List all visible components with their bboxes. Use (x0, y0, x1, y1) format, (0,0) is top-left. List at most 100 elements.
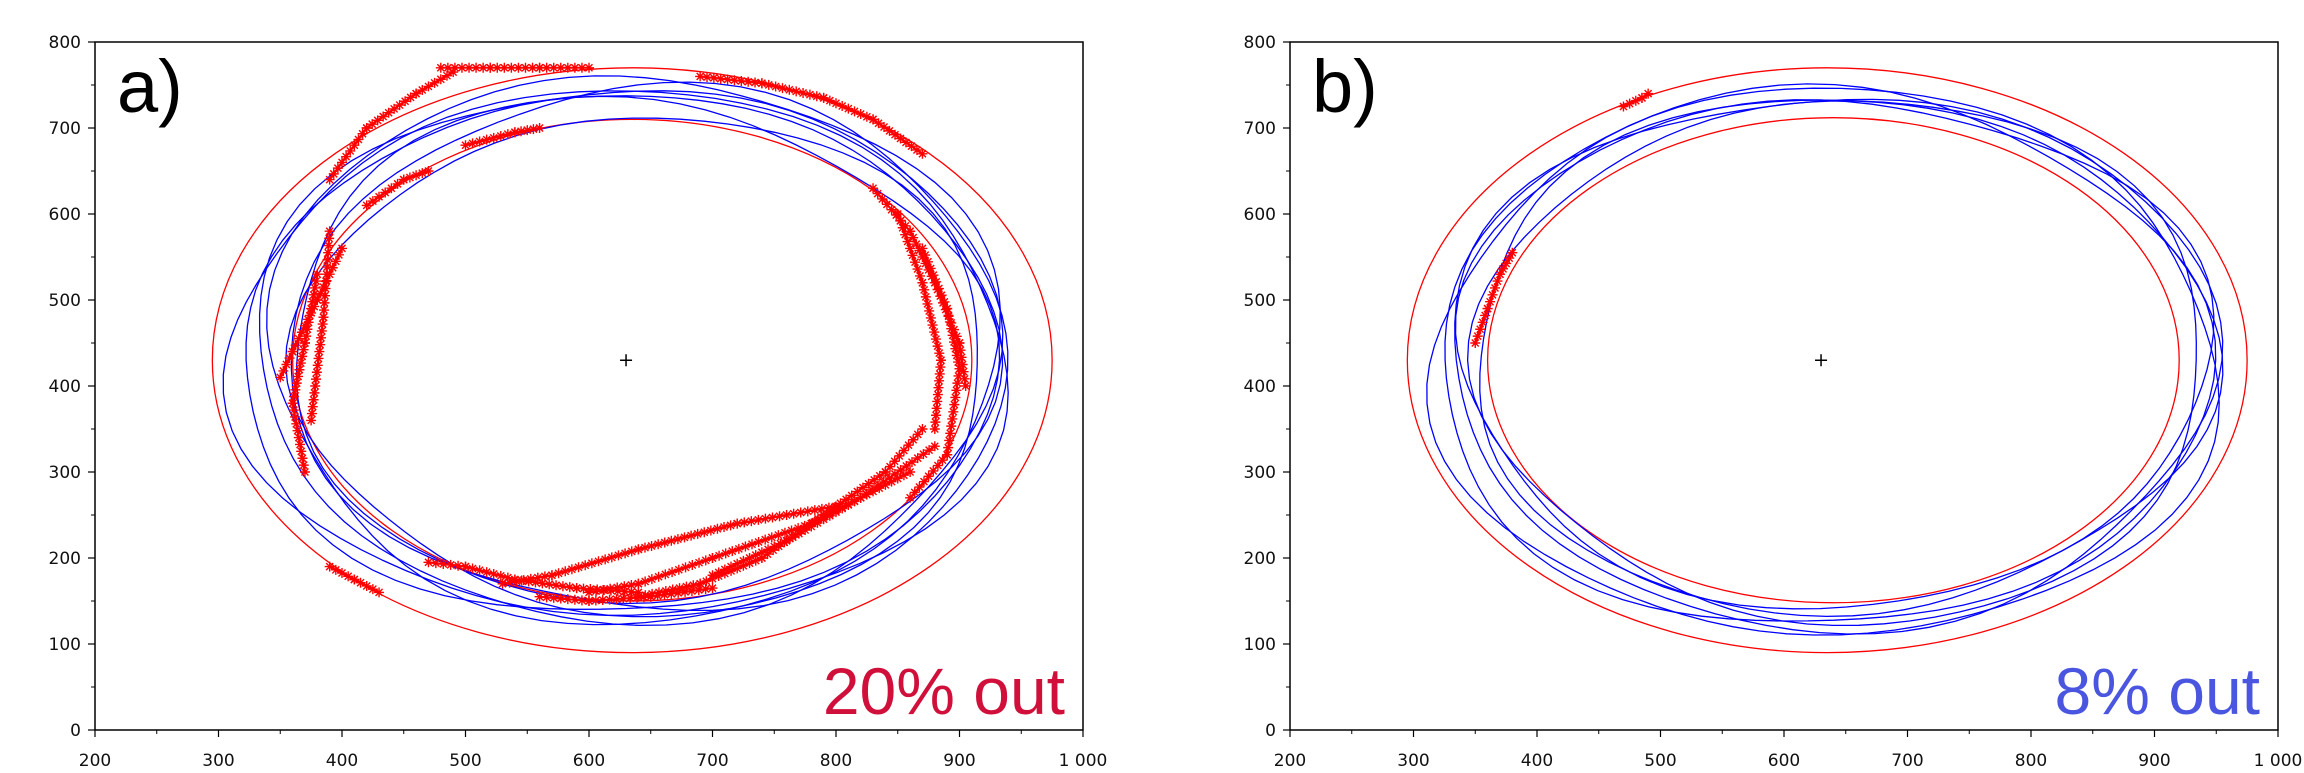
x-tick-label: 300 (202, 751, 234, 771)
out-marker (1492, 276, 1503, 287)
out-marker (1501, 258, 1512, 269)
out-marker (931, 276, 942, 287)
out-marker (593, 556, 604, 567)
out-marker (756, 547, 767, 558)
out-marker (302, 324, 313, 335)
out-marker (638, 592, 649, 603)
out-marker (868, 114, 879, 125)
out-marker (316, 325, 327, 336)
out-marker (306, 303, 317, 314)
out-marker (909, 487, 920, 498)
out-marker (341, 151, 352, 162)
out-marker (667, 584, 678, 595)
out-marker (946, 323, 957, 334)
out-marker (309, 387, 320, 398)
out-marker (481, 134, 492, 145)
out-marker (879, 122, 890, 133)
out-marker (750, 77, 761, 88)
out-marker (861, 489, 872, 500)
out-marker (357, 128, 368, 139)
out-marker (502, 129, 513, 140)
out-marker (934, 368, 945, 379)
out-marker (744, 558, 755, 569)
axis-ticks-b: 200 300 400 500 600 700 800 900 1 000 0 100 200 300 4… (1244, 33, 2303, 771)
out-marker (695, 578, 706, 589)
out-marker (686, 585, 697, 596)
out-marker (600, 554, 611, 565)
out-marker (301, 331, 312, 342)
out-marker (564, 582, 575, 593)
out-marker (705, 525, 716, 536)
out-marker (353, 134, 364, 145)
out-marker (824, 95, 835, 106)
out-marker (928, 465, 939, 476)
out-marker (768, 545, 779, 556)
out-marker (950, 343, 961, 354)
out-marker (892, 473, 903, 484)
out-marker (288, 391, 299, 402)
x-tick-label: 600 (1768, 751, 1800, 771)
out-marker (774, 511, 785, 522)
out-marker (576, 595, 587, 606)
out-marker (293, 333, 304, 344)
out-marker (943, 310, 954, 321)
out-marker (278, 365, 289, 376)
trajectory-loop (1444, 83, 2217, 622)
out-marker (917, 148, 928, 159)
out-marker (680, 562, 691, 573)
out-marker (714, 550, 725, 561)
out-marker (298, 460, 309, 471)
out-marker (873, 118, 884, 129)
out-marker (411, 170, 422, 181)
out-marker (954, 363, 965, 374)
out-marker (837, 502, 848, 513)
out-marker (513, 62, 524, 73)
center-marker-a (620, 354, 633, 367)
out-marker (837, 100, 848, 111)
out-marker (894, 450, 905, 461)
out-marker (653, 539, 664, 550)
out-marker (566, 564, 577, 575)
out-marker (732, 518, 743, 529)
out-marker (1485, 296, 1496, 307)
out-marker (795, 507, 806, 518)
out-marker (464, 62, 475, 73)
out-marker (659, 537, 670, 548)
out-marker (895, 465, 906, 476)
out-marker (1507, 247, 1518, 258)
out-marker (739, 517, 750, 528)
out-marker (725, 520, 736, 531)
out-marker (841, 494, 852, 505)
out-marker (534, 62, 545, 73)
out-marker (306, 408, 317, 419)
x-tick-label: 300 (1397, 751, 1429, 771)
out-marker (349, 574, 360, 585)
out-marker (880, 479, 891, 490)
trajectory-b (1426, 83, 2224, 636)
out-marker (806, 518, 817, 529)
out-marker (791, 86, 802, 97)
out-marker (931, 403, 942, 414)
out-marker (299, 338, 310, 348)
trajectory-loop (290, 81, 1009, 612)
out-marker (781, 535, 792, 546)
out-marker (467, 138, 478, 149)
out-marker (509, 127, 520, 138)
out-marker (423, 81, 434, 92)
out-marker (392, 178, 403, 189)
out-marker (831, 501, 841, 512)
y-tick-label: 600 (49, 205, 81, 225)
out-marker (442, 62, 453, 73)
out-marker (672, 534, 683, 545)
out-marker (555, 62, 566, 73)
out-marker (330, 256, 341, 267)
out-marker (946, 421, 957, 432)
out-marker (804, 89, 815, 100)
out-marker (920, 250, 931, 261)
out-marker (333, 249, 344, 260)
out-marker (798, 88, 809, 99)
trajectory-loop (1479, 99, 2224, 618)
out-marker (957, 359, 968, 370)
out-marker (291, 378, 302, 389)
x-tick-label: 700 (696, 751, 728, 771)
